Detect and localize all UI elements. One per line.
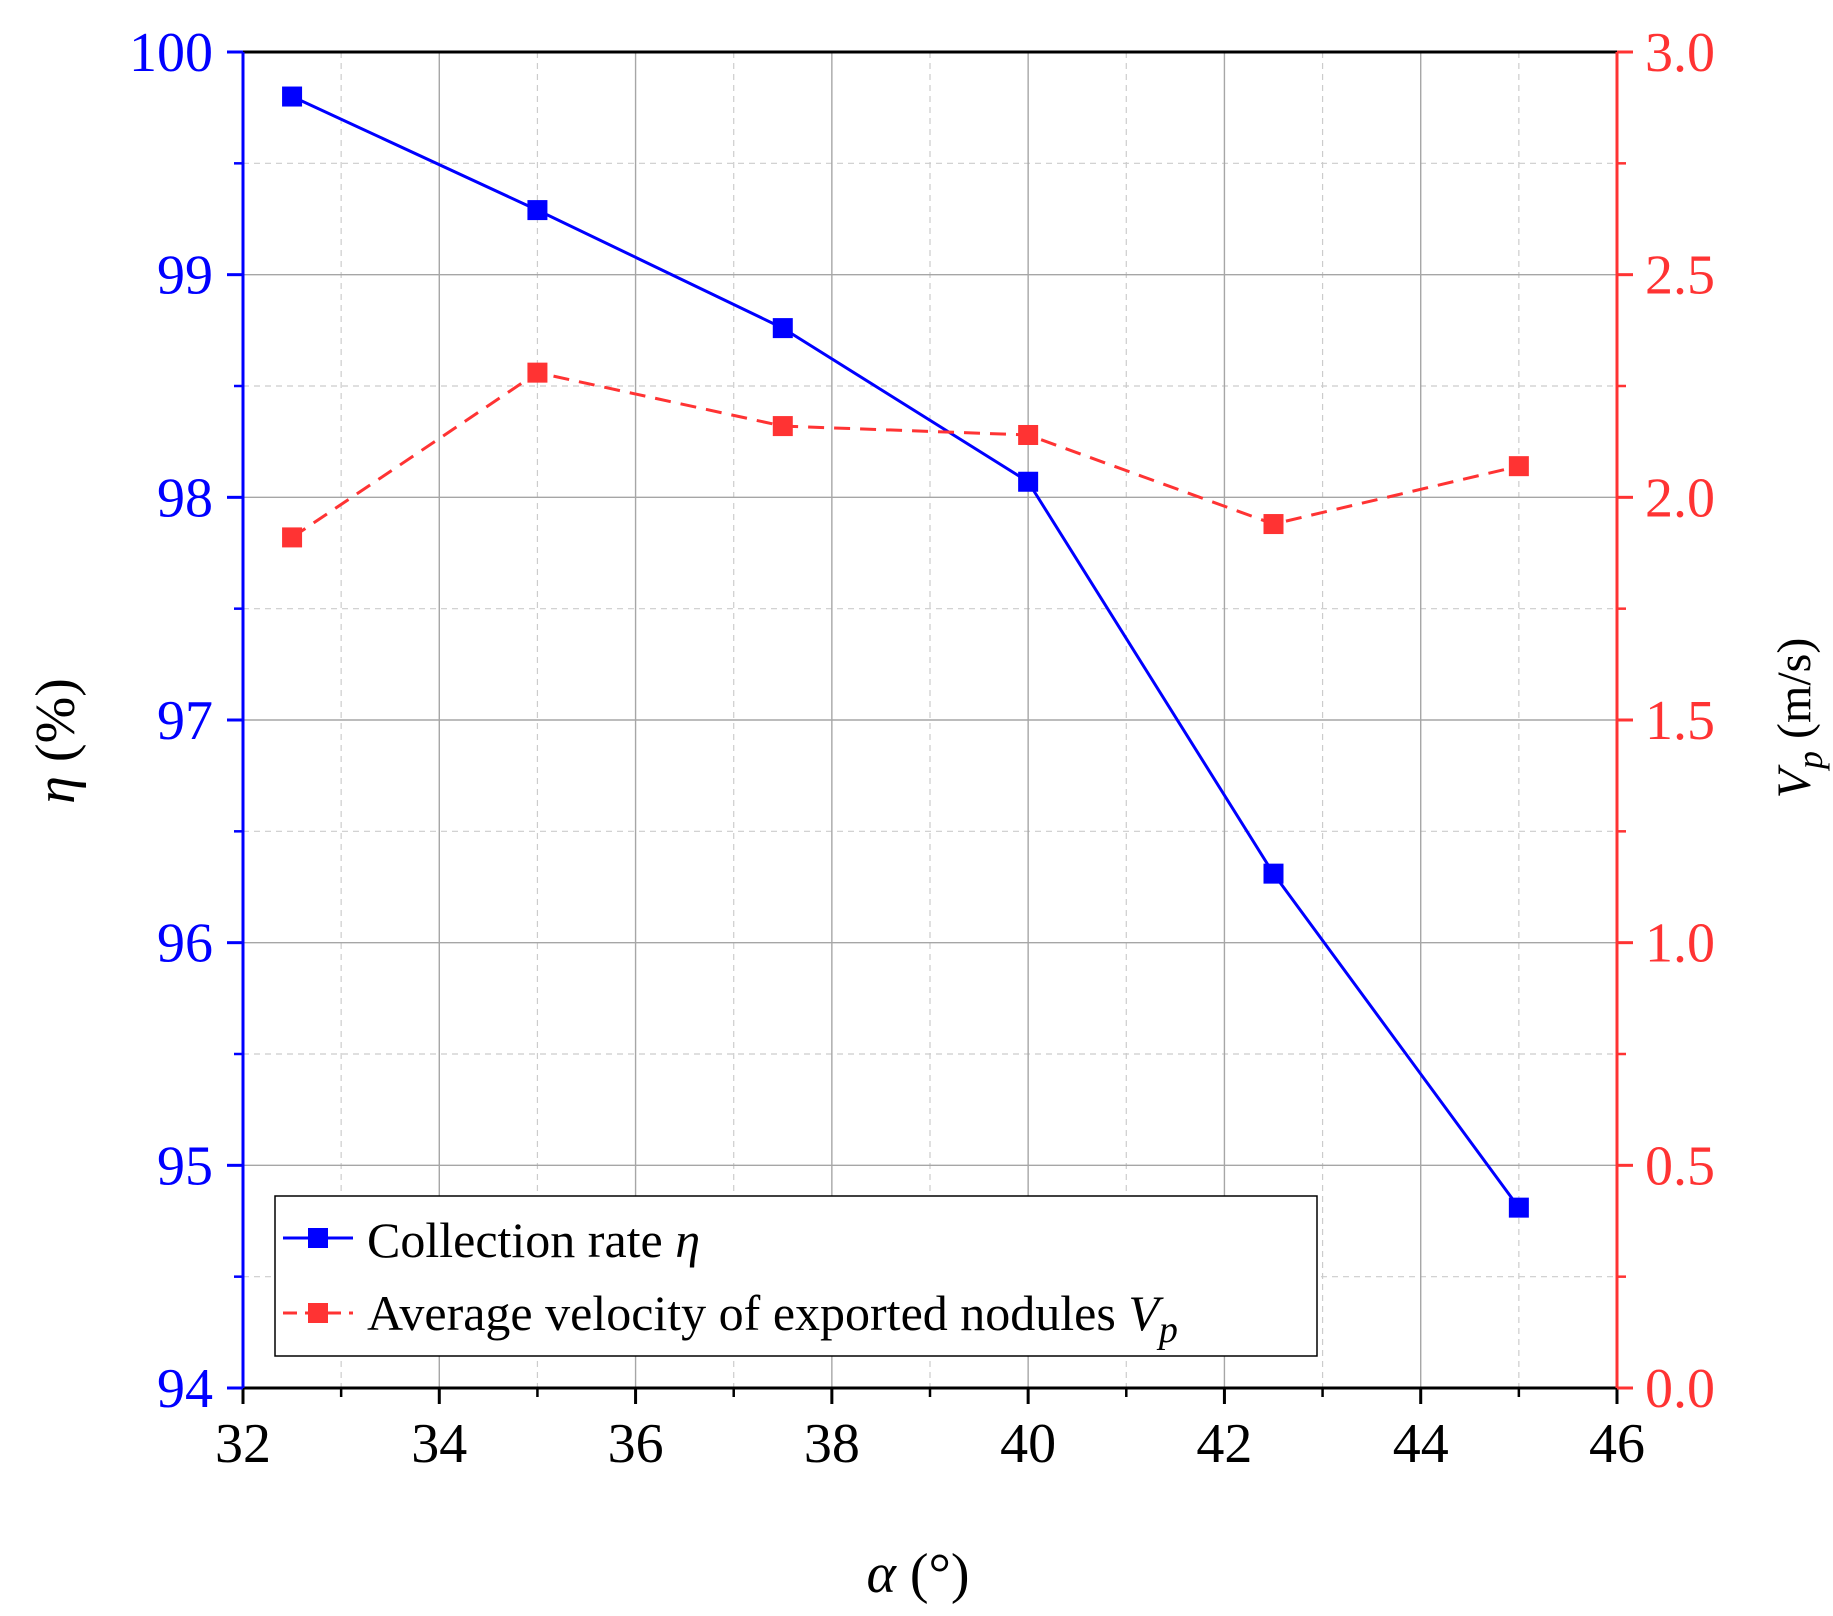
legend-label-average-velocity: Average velocity of exported nodules Vp bbox=[367, 1285, 1178, 1351]
y-right-tick-label: 1.0 bbox=[1645, 913, 1715, 975]
ticks-layer: 32 34 36 38 40 42 44 46 94 95 96 97 98 99 100 0.0 0.5 1.0… bbox=[129, 22, 1715, 1475]
data-point-average-velocity bbox=[1018, 424, 1039, 445]
legend-label-collection-rate-text: Collection rate bbox=[367, 1212, 675, 1268]
y-right-axis-title-unit: (m/s) bbox=[1768, 638, 1821, 751]
y-right-axis-title: Vp (m/s) bbox=[1768, 638, 1830, 799]
data-point-average-velocity bbox=[527, 362, 548, 383]
data-point-collection-rate bbox=[527, 200, 548, 221]
x-tick-label: 40 bbox=[1000, 1413, 1056, 1475]
x-axis-title-symbol: α bbox=[866, 1543, 897, 1605]
y-right-tick-label: 0.5 bbox=[1645, 1135, 1715, 1197]
x-tick-label: 46 bbox=[1589, 1413, 1645, 1475]
legend-label-collection-rate: Collection rate η bbox=[367, 1212, 700, 1268]
y-left-tick-label: 97 bbox=[157, 690, 213, 752]
x-tick-label: 42 bbox=[1196, 1413, 1252, 1475]
legend: Collection rate η Average velocity of ex… bbox=[274, 1195, 1318, 1357]
legend-label-average-velocity-text: Average velocity of exported nodules bbox=[367, 1285, 1128, 1341]
legend-swatch-marker-average-velocity bbox=[308, 1303, 328, 1323]
x-axis-title-unit: (°) bbox=[896, 1543, 970, 1605]
legend-label-collection-rate-symbol: η bbox=[675, 1212, 700, 1268]
x-tick-label: 32 bbox=[215, 1413, 271, 1475]
y-left-tick-label: 96 bbox=[157, 913, 213, 975]
data-point-collection-rate bbox=[1508, 1197, 1529, 1218]
legend-box bbox=[274, 1195, 1318, 1357]
y-right-tick-label: 0.0 bbox=[1645, 1358, 1715, 1420]
x-tick-label: 36 bbox=[608, 1413, 664, 1475]
data-point-collection-rate bbox=[282, 86, 303, 107]
x-axis-title: α (°) bbox=[866, 1543, 969, 1605]
x-tick-label: 38 bbox=[804, 1413, 860, 1475]
y-left-tick-label: 95 bbox=[157, 1135, 213, 1197]
y-left-tick-label: 94 bbox=[157, 1358, 213, 1420]
data-point-collection-rate bbox=[1263, 863, 1284, 884]
y-left-axis-title: η (%) bbox=[25, 678, 87, 804]
data-point-collection-rate bbox=[772, 318, 793, 339]
y-left-axis-title-unit: (%) bbox=[25, 678, 87, 776]
series-line-average-velocity bbox=[291, 371, 1520, 539]
y-right-tick-label: 2.5 bbox=[1645, 245, 1715, 307]
y-right-axis-title-subscript: p bbox=[1790, 751, 1830, 772]
data-point-average-velocity bbox=[282, 527, 303, 548]
y-left-tick-label: 99 bbox=[157, 245, 213, 307]
y-left-axis-title-symbol: η bbox=[25, 776, 87, 804]
data-point-average-velocity bbox=[1263, 514, 1284, 535]
y-left-tick-label: 100 bbox=[129, 22, 213, 84]
y-right-axis-title-symbol: V bbox=[1768, 764, 1821, 798]
data-point-average-velocity bbox=[1508, 456, 1529, 477]
y-right-tick-label: 1.5 bbox=[1645, 690, 1715, 752]
y-right-tick-label: 2.0 bbox=[1645, 467, 1715, 529]
y-right-tick-label: 3.0 bbox=[1645, 22, 1715, 84]
data-point-collection-rate bbox=[1018, 471, 1039, 492]
legend-label-average-velocity-subscript: p bbox=[1156, 1309, 1178, 1351]
series-line-collection-rate bbox=[291, 95, 1521, 1209]
y-left-tick-label: 98 bbox=[157, 467, 213, 529]
legend-label-average-velocity-symbol: V bbox=[1128, 1285, 1164, 1341]
x-tick-label: 44 bbox=[1393, 1413, 1449, 1475]
x-tick-label: 34 bbox=[411, 1413, 467, 1475]
data-point-average-velocity bbox=[772, 416, 793, 437]
legend-swatch-marker-collection-rate bbox=[308, 1228, 328, 1248]
series-layer bbox=[282, 86, 1529, 1218]
